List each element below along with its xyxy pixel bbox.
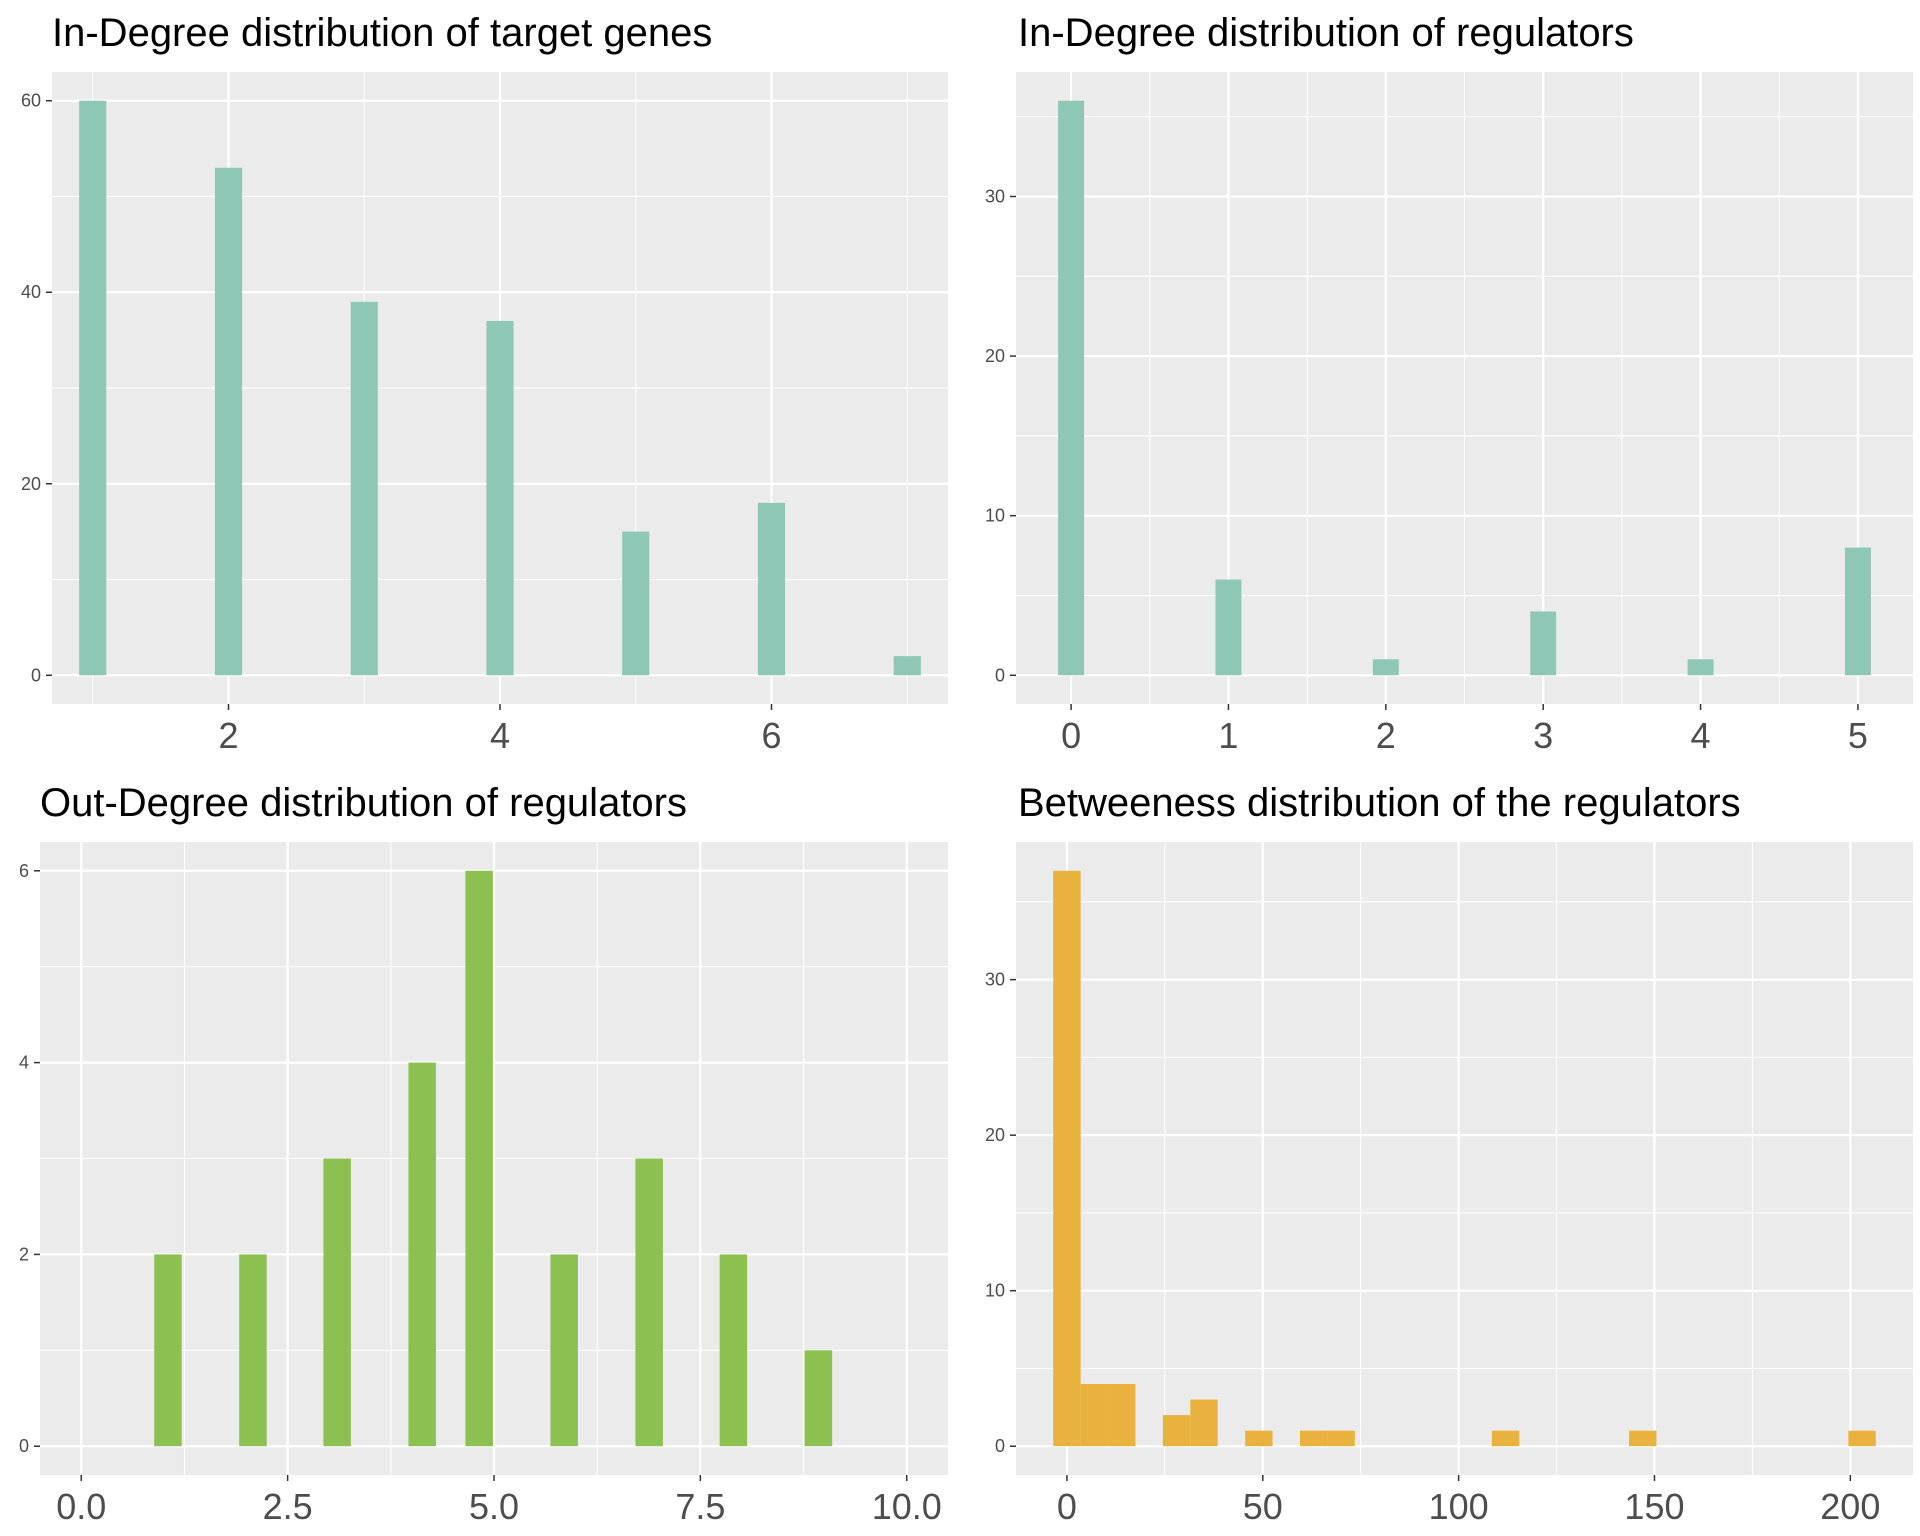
y-tick-label: 60	[21, 91, 41, 111]
x-tick-label: 4	[1691, 715, 1711, 756]
x-tick-label: 150	[1624, 1486, 1684, 1527]
chart-panel-regulator-out-degree: Out-Degree distribution of regulators 0 2 4…	[19, 781, 948, 1527]
bar	[1372, 659, 1399, 676]
y-tick-label: 0	[19, 1436, 29, 1456]
bar-series	[79, 100, 921, 676]
x-tick-label: 5	[1848, 715, 1868, 756]
bar	[465, 870, 493, 1447]
bar	[1190, 1399, 1218, 1447]
bar	[1245, 1430, 1273, 1447]
bar-series	[1058, 100, 1871, 676]
y-tick-label: 30	[985, 970, 1005, 990]
y-tick-label: 30	[985, 186, 1005, 206]
bar	[239, 1254, 267, 1447]
y-tick-label: 0	[995, 1436, 1005, 1456]
bar	[323, 1158, 351, 1447]
chart-panel-regulator-in-degree: In-Degree distribution of regulators0102…	[985, 11, 1913, 756]
x-tick-label: 0	[1061, 715, 1081, 756]
chart-title: In-Degree distribution of regulators	[1018, 11, 1634, 55]
y-tick-label: 40	[21, 282, 41, 302]
chart-title: Out-Degree distribution of regulators	[40, 781, 687, 825]
bar	[350, 301, 378, 676]
y-tick-label: 2	[19, 1244, 29, 1264]
x-tick-label: 0	[1057, 1486, 1077, 1527]
bar	[1629, 1430, 1657, 1447]
x-tick-label: 7.5	[675, 1486, 725, 1527]
bar	[550, 1254, 578, 1447]
bar	[1844, 547, 1871, 676]
y-tick-label: 20	[21, 474, 41, 494]
bar	[1080, 1384, 1109, 1447]
x-tick-label: 10.0	[872, 1486, 942, 1527]
bar	[1215, 579, 1242, 676]
chart-title: In-Degree distribution of target genes	[52, 11, 712, 55]
y-tick-label: 20	[985, 346, 1005, 366]
bar	[1162, 1415, 1191, 1447]
y-tick-label: 10	[985, 506, 1005, 526]
chart-panel-target-in-degree: In-Degree distribution of target genes 0 2…	[21, 11, 948, 756]
bar	[1687, 659, 1714, 676]
chart-panel-regulator-betweenness: Betweeness distribution of the regulator…	[985, 781, 1913, 1527]
bar	[1491, 1430, 1520, 1447]
x-tick-label: 100	[1429, 1486, 1489, 1527]
y-tick-label: 20	[985, 1125, 1005, 1145]
y-tick-label: 0	[31, 665, 41, 685]
y-tick-label: 0	[995, 665, 1005, 685]
bar	[804, 1350, 833, 1447]
x-tick-label: 2	[218, 715, 238, 756]
chart-title: Betweeness distribution of the regulator…	[1018, 781, 1741, 825]
bar	[1053, 870, 1081, 1447]
x-tick-label: 3	[1533, 715, 1553, 756]
y-tick-label: 6	[19, 861, 29, 881]
bar	[635, 1158, 663, 1447]
bar	[79, 100, 107, 676]
bar-series	[154, 870, 833, 1447]
bar	[1058, 100, 1085, 676]
bar	[1108, 1384, 1136, 1447]
x-tick-label: 200	[1820, 1486, 1880, 1527]
bar	[486, 320, 514, 676]
bar	[1848, 1430, 1876, 1447]
x-tick-label: 1	[1218, 715, 1238, 756]
bar	[1327, 1430, 1355, 1447]
x-tick-label: 50	[1243, 1486, 1283, 1527]
bar	[757, 502, 786, 676]
x-tick-label: 2.5	[263, 1486, 313, 1527]
y-tick-label: 10	[985, 1281, 1005, 1301]
x-tick-label: 0.0	[56, 1486, 106, 1527]
bar	[408, 1062, 436, 1447]
plot-background	[1016, 842, 1913, 1475]
x-tick-label: 2	[1376, 715, 1396, 756]
y-tick-label: 4	[19, 1053, 29, 1073]
bar	[154, 1254, 182, 1447]
bar	[893, 656, 921, 676]
bar	[1299, 1430, 1328, 1447]
bar-series	[1053, 870, 1876, 1447]
x-tick-label: 5.0	[469, 1486, 519, 1527]
bar	[214, 167, 243, 676]
bar	[1530, 611, 1557, 676]
x-tick-label: 4	[490, 715, 510, 756]
gridlines	[40, 842, 948, 1475]
x-tick-label: 6	[761, 715, 781, 756]
bar	[719, 1254, 748, 1447]
bar	[622, 531, 650, 676]
